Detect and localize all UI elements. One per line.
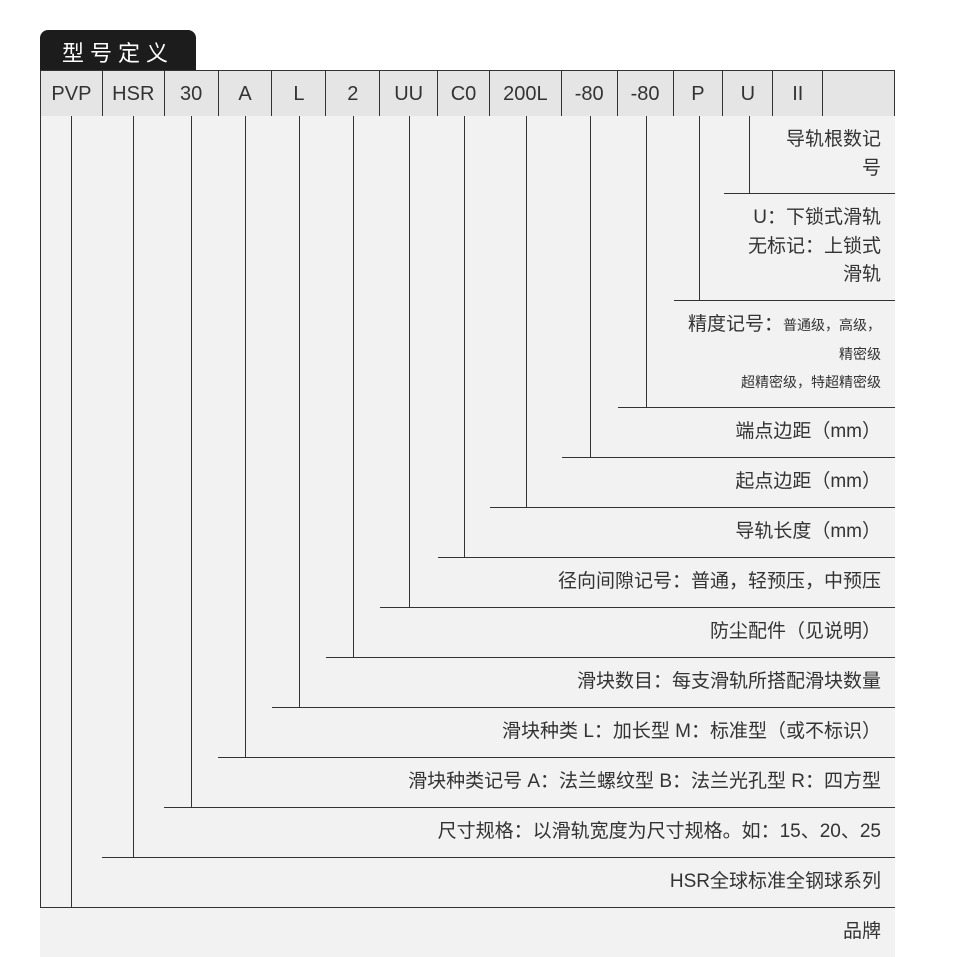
description-8: 导轨长度（mm） xyxy=(490,507,895,557)
description-6: 防尘配件（见说明） xyxy=(380,607,895,657)
code-cell-14 xyxy=(823,71,894,117)
description-7: 径向间隙记号：普通，轻预压，中预压 xyxy=(438,557,895,607)
code-cell-4: L xyxy=(272,71,326,117)
title-tab: 型号定义 xyxy=(40,30,196,74)
leader-line-0 xyxy=(71,116,72,907)
leader-line-3 xyxy=(245,116,246,757)
leader-line-12 xyxy=(749,116,750,193)
description-2: 尺寸规格：以滑轨宽度为尺寸规格。如：15、20、25 xyxy=(164,807,895,857)
code-cell-1: HSR xyxy=(103,71,165,117)
code-cell-10: -80 xyxy=(618,71,674,117)
description-13: 导轨根数记号 xyxy=(774,116,895,193)
description-10: 端点边距（mm） xyxy=(618,407,895,457)
code-cell-11: P xyxy=(674,71,724,117)
code-cell-6: UU xyxy=(380,71,438,117)
description-1: HSR全球标准全钢球系列 xyxy=(102,857,895,907)
description-3: 滑块种类记号 A：法兰螺纹型 B：法兰光孔型 R：四方型 xyxy=(218,757,895,807)
description-9: 起点边距（mm） xyxy=(562,457,895,507)
leader-line-4 xyxy=(299,116,300,707)
description-4: 滑块种类 L：加长型 M：标准型（或不标识） xyxy=(272,707,895,757)
leader-line-1 xyxy=(133,116,134,857)
code-cell-0: PVP xyxy=(41,71,103,117)
code-cell-13: II xyxy=(773,71,823,117)
code-cell-7: C0 xyxy=(438,71,490,117)
leader-line-2 xyxy=(191,116,192,807)
code-cell-9: -80 xyxy=(562,71,618,117)
description-0: 品牌 xyxy=(40,907,895,957)
leader-line-5 xyxy=(353,116,354,657)
description-11: 精度记号：普通级，高级，精密级超精密级，特超精密级 xyxy=(674,300,895,407)
leader-line-10 xyxy=(646,116,647,407)
leader-line-7 xyxy=(464,116,465,557)
description-12: U：下锁式滑轨无标记：上锁式滑轨 xyxy=(724,193,895,300)
code-cell-3: A xyxy=(219,71,273,117)
model-code-row: PVPHSR30AL2UUC0200L-80-80PUII xyxy=(40,70,895,116)
code-cell-2: 30 xyxy=(165,71,219,117)
code-cell-12: U xyxy=(723,71,773,117)
code-cell-8: 200L xyxy=(490,71,562,117)
leader-line-8 xyxy=(526,116,527,507)
description-5: 滑块数目：每支滑轨所搭配滑块数量 xyxy=(326,657,895,707)
model-definition-diagram: 型号定义 PVPHSR30AL2UUC0200L-80-80PUII 导轨根数记… xyxy=(40,30,945,880)
leader-line-11 xyxy=(699,116,700,300)
leader-line-9 xyxy=(590,116,591,457)
leader-line-6 xyxy=(409,116,410,607)
code-cell-5: 2 xyxy=(326,71,380,117)
